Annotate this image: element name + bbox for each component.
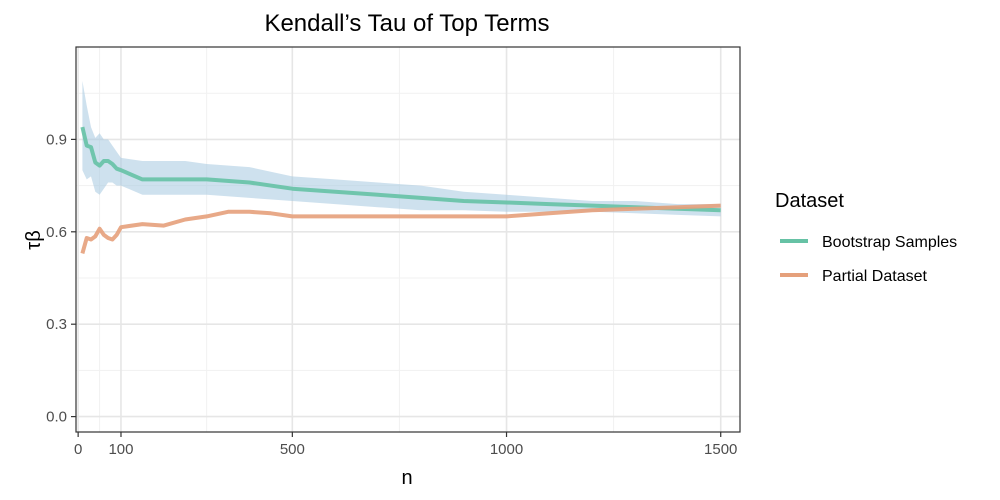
plot-border (75, 46, 741, 433)
y-tick-label: 0.9 (46, 131, 67, 148)
plot-panel: 0 100 500 1000 1500 0.0 0.3 0.6 0.9 (46, 46, 741, 458)
bootstrap-samples-line (80, 126, 721, 213)
legend-label-bootstrap-samples: Bootstrap Samples (822, 234, 957, 251)
x-axis-label: n (401, 467, 412, 489)
chart-title: Kendall’s Tau of Top Terms (264, 10, 549, 37)
partial-dataset-line (80, 203, 721, 254)
legend: Dataset Bootstrap Samples Partial Datase… (775, 190, 957, 285)
x-tick-label: 0 (74, 441, 82, 458)
y-tick-label: 0.0 (46, 409, 67, 426)
x-tick-label: 1000 (490, 441, 523, 458)
legend-title: Dataset (775, 190, 844, 212)
y-tick-label: 0.6 (46, 224, 67, 241)
legend-label-partial-dataset: Partial Dataset (822, 268, 927, 285)
x-tick-label: 1500 (704, 441, 737, 458)
y-tick-label: 0.3 (46, 316, 67, 333)
y-axis-label: τβ (23, 230, 45, 249)
x-tick-label: 500 (280, 441, 305, 458)
x-tick-label: 100 (108, 441, 133, 458)
